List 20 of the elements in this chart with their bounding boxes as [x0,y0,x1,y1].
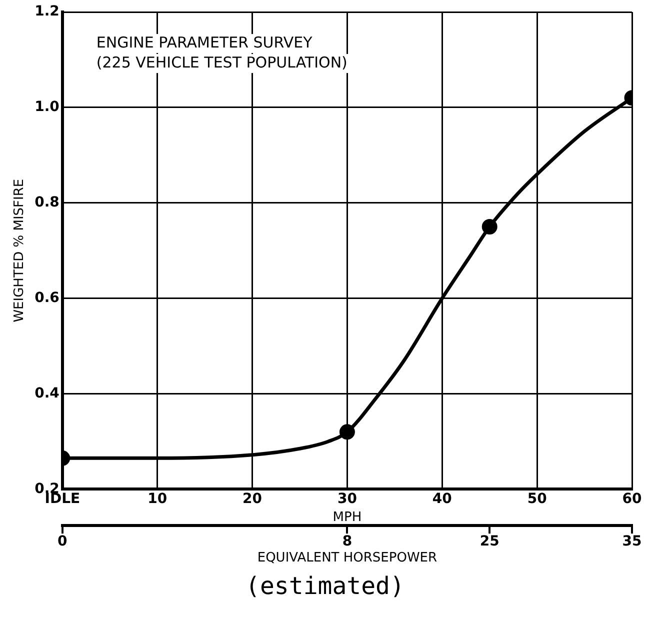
y-tick-label: 1.2 [34,4,60,20]
x2-axis-title: EQUIVALENT HORSEPOWER [257,550,438,566]
x-axis-title: MPH [332,510,362,526]
text: 25 [480,534,500,550]
y-axis-title: WEIGHTED % MISFIRE [12,178,28,322]
x-tick-label: 60 [622,491,642,508]
text: (estimated) [244,572,406,600]
text: 8 [342,534,352,550]
x-tick-label: 50 [527,491,548,508]
x-tick-label: 30 [337,491,358,508]
x-tick-label: 10 [148,491,168,508]
annotation: ENGINE PARAMETER SURVEY (225 VEHICLE TEST POPULATION) [96,33,348,72]
x-tick-label: 20 [242,491,262,508]
text: 35 [622,534,642,550]
y-tick-label: 0.4 [34,385,60,402]
y-tick-label: 1.0 [34,99,60,116]
y-tick-label: 0.8 [34,194,60,211]
text: 0 [58,534,68,550]
x-tick-label: 40 [432,491,452,508]
y-tick-label: 0.6 [34,290,60,306]
